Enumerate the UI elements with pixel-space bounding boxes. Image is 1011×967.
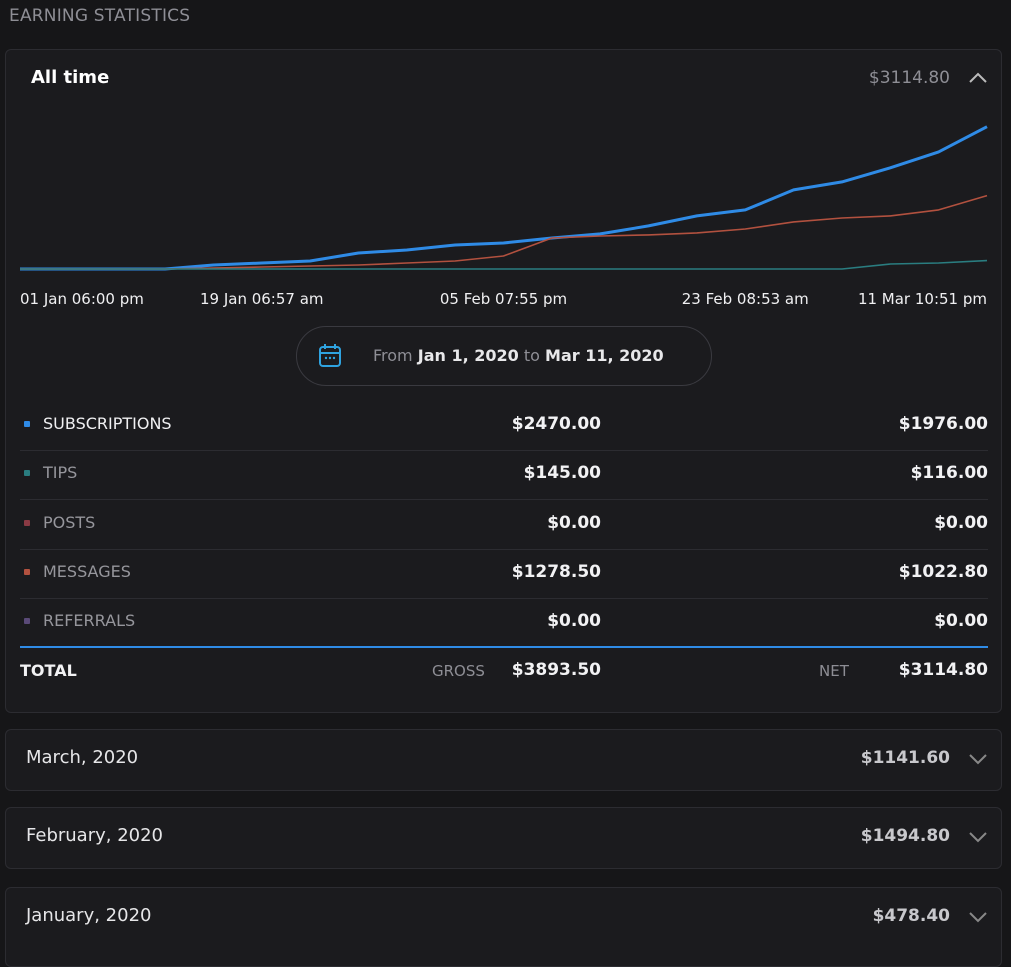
row-separator — [20, 548, 988, 550]
net-label: NET — [819, 662, 849, 680]
row-gross: $0.00 — [547, 512, 601, 533]
gross-label: GROSS — [432, 662, 485, 680]
row-name: TIPS — [43, 463, 78, 483]
row-gross: $2470.00 — [511, 414, 601, 434]
all-time-label[interactable]: All time — [31, 67, 110, 88]
legend-dot — [24, 568, 30, 575]
expand-icon[interactable] — [966, 751, 990, 767]
row-net: $116.00 — [910, 463, 988, 484]
month-amount: $1494.80 — [860, 826, 950, 846]
x-tick-label: 05 Feb 07:55 pm — [440, 290, 567, 308]
row-net: $0.00 — [934, 611, 988, 632]
total-label: TOTAL — [20, 661, 77, 680]
legend-dot — [24, 470, 30, 477]
all-time-panel — [5, 49, 1002, 713]
x-tick-label: 01 Jan 06:00 pm — [20, 290, 144, 308]
month-panel[interactable] — [5, 887, 1002, 967]
total-gross: $3893.50 — [511, 660, 601, 680]
legend-dot — [24, 519, 30, 526]
row-name: SUBSCRIPTIONS — [43, 414, 172, 433]
month-amount: $478.40 — [872, 906, 950, 926]
month-panel[interactable] — [5, 729, 1002, 791]
month-label: January, 2020 — [26, 905, 152, 926]
month-amount: $1141.60 — [860, 748, 950, 768]
row-separator — [20, 597, 988, 599]
x-tick-label: 11 Mar 10:51 pm — [858, 290, 987, 308]
row-name: REFERRALS — [43, 611, 136, 631]
row-name: POSTS — [43, 512, 96, 532]
to-date: Mar 11, 2020 — [545, 346, 664, 365]
expand-icon[interactable] — [966, 829, 990, 845]
to-word: to — [523, 346, 540, 365]
legend-dot — [24, 421, 30, 427]
date-range-text: From Jan 1, 2020 to Mar 11, 2020 — [373, 346, 664, 365]
expand-icon[interactable] — [966, 909, 990, 925]
month-label: February, 2020 — [26, 825, 164, 846]
chart: 01 Jan 06:00 pm 19 Jan 06:57 am 05 Feb 07:… — [20, 125, 988, 308]
row-net: $1976.00 — [898, 414, 988, 434]
series-line — [20, 194, 988, 270]
total-net: $3114.80 — [898, 660, 988, 680]
section-title: EARNING STATISTICS — [9, 6, 191, 26]
legend-dot — [24, 618, 30, 625]
series-line — [20, 259, 988, 270]
row-name: MESSAGES — [43, 561, 131, 581]
total-rule — [20, 646, 988, 648]
from-date: Jan 1, 2020 — [417, 346, 519, 365]
collapse-icon[interactable] — [966, 70, 990, 86]
all-time-amount: $3114.80 — [868, 68, 950, 88]
calendar-icon — [319, 344, 341, 367]
month-panel[interactable] — [5, 807, 1002, 869]
row-separator — [20, 450, 988, 451]
row-net: $1022.80 — [898, 561, 988, 582]
month-label: March, 2020 — [26, 747, 139, 768]
from-word: From — [373, 346, 413, 365]
date-range-button[interactable] — [296, 326, 712, 386]
row-gross: $145.00 — [523, 463, 601, 484]
row-gross: $0.00 — [547, 611, 601, 632]
row-net: $0.00 — [934, 512, 988, 533]
x-tick-label: 23 Feb 08:53 am — [682, 290, 809, 308]
row-gross: $1278.50 — [511, 561, 601, 582]
series-line — [20, 125, 988, 271]
row-separator — [20, 499, 988, 501]
x-tick-label: 19 Jan 06:57 am — [200, 290, 324, 308]
